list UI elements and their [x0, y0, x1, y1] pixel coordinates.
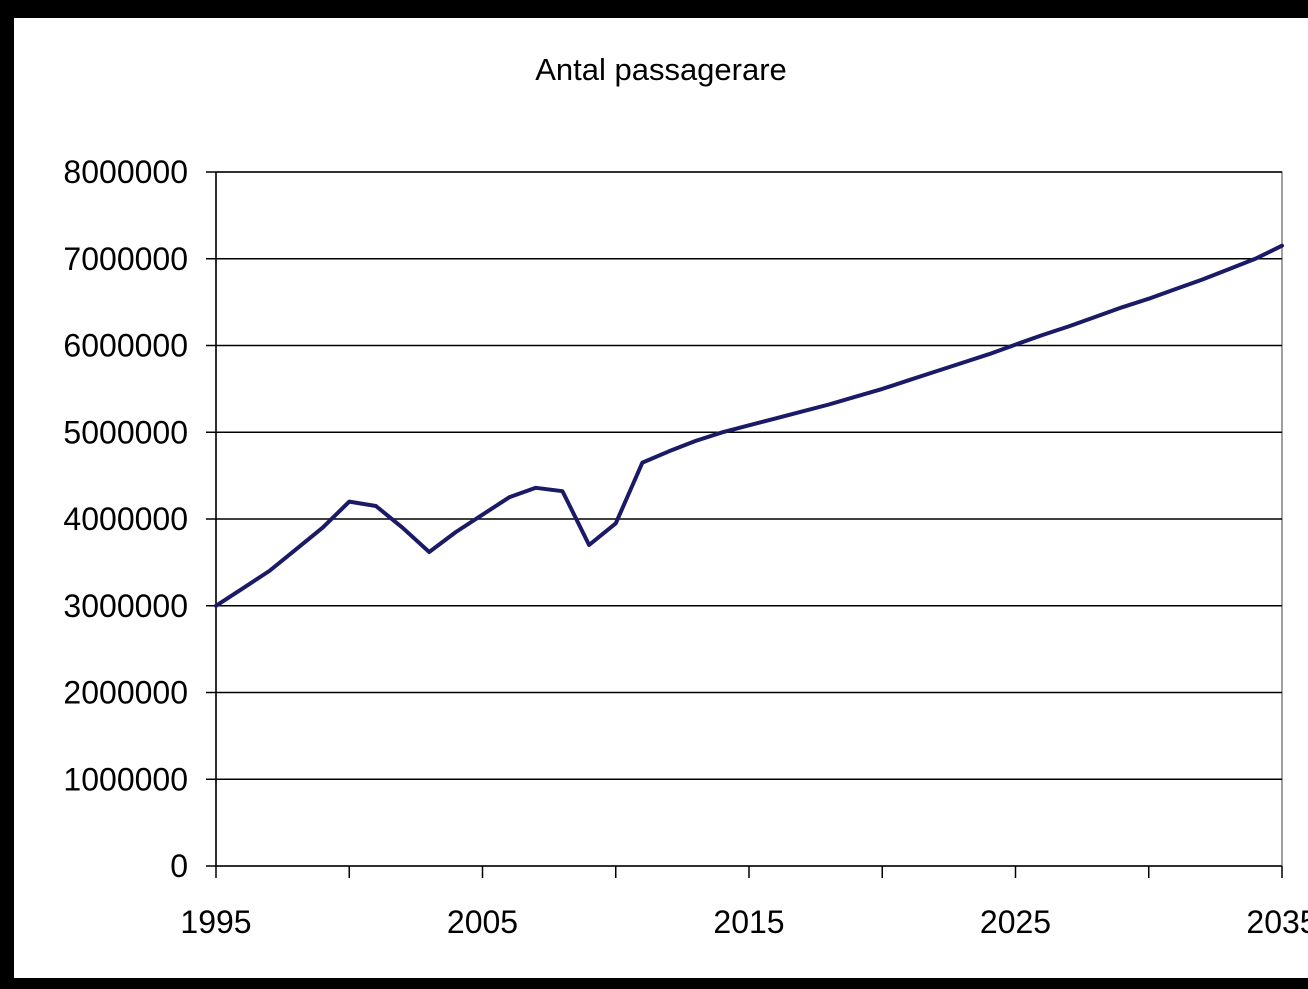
x-tick-label: 2025 [980, 904, 1051, 940]
y-tick-label: 6000000 [63, 328, 188, 364]
x-tick-label: 2015 [713, 904, 784, 940]
x-tick-label: 1995 [180, 904, 251, 940]
series-line [214, 243, 1284, 608]
x-tick-label: 2005 [447, 904, 518, 940]
x-tick-label: 2035 [1246, 904, 1308, 940]
y-tick-label: 8000000 [63, 154, 188, 190]
y-tick-label: 4000000 [63, 501, 188, 537]
y-tick-label: 0 [170, 848, 188, 884]
y-tick-label: 2000000 [63, 675, 188, 711]
y-tick-label: 5000000 [63, 414, 188, 450]
grid-lines [216, 171, 1282, 780]
y-tick-label: 3000000 [63, 588, 188, 624]
series-layer [214, 243, 1284, 608]
chart-title: Antal passagerare [535, 52, 787, 87]
axes: 0 1000000 2000000 3000000 4000000 5000000 6000… [63, 154, 1308, 940]
y-tick-label: 7000000 [63, 241, 188, 277]
y-tick-label: 1000000 [63, 761, 188, 797]
